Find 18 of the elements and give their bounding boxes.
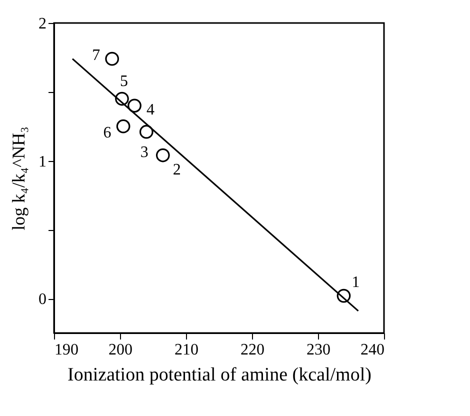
x-tick-label: 220 <box>240 342 264 358</box>
x-tick-label: 200 <box>108 342 132 358</box>
annotation: 3 <box>140 144 148 161</box>
annotation: 5 <box>120 72 128 90</box>
annotation: 4 <box>146 102 155 119</box>
y-tick-label: 1 <box>38 153 46 170</box>
annotation: 1 <box>352 274 360 291</box>
y-tick-label: 0 <box>38 291 46 308</box>
annotation: 6 <box>103 124 112 142</box>
x-tick-label: 230 <box>306 342 330 358</box>
annotation: 2 <box>172 161 181 178</box>
y-tick-label: 2 <box>38 16 46 32</box>
x-tick-label: 240 <box>360 342 384 358</box>
x-tick-label: 210 <box>174 342 198 358</box>
y-axis-title: log k₄/k₄^NH₃ <box>8 126 28 230</box>
annotation: 7 <box>92 46 100 64</box>
x-axis-title: Ionization potential of amine (kcal/mol) <box>68 364 372 386</box>
x-tick-label: 190 <box>54 342 78 358</box>
